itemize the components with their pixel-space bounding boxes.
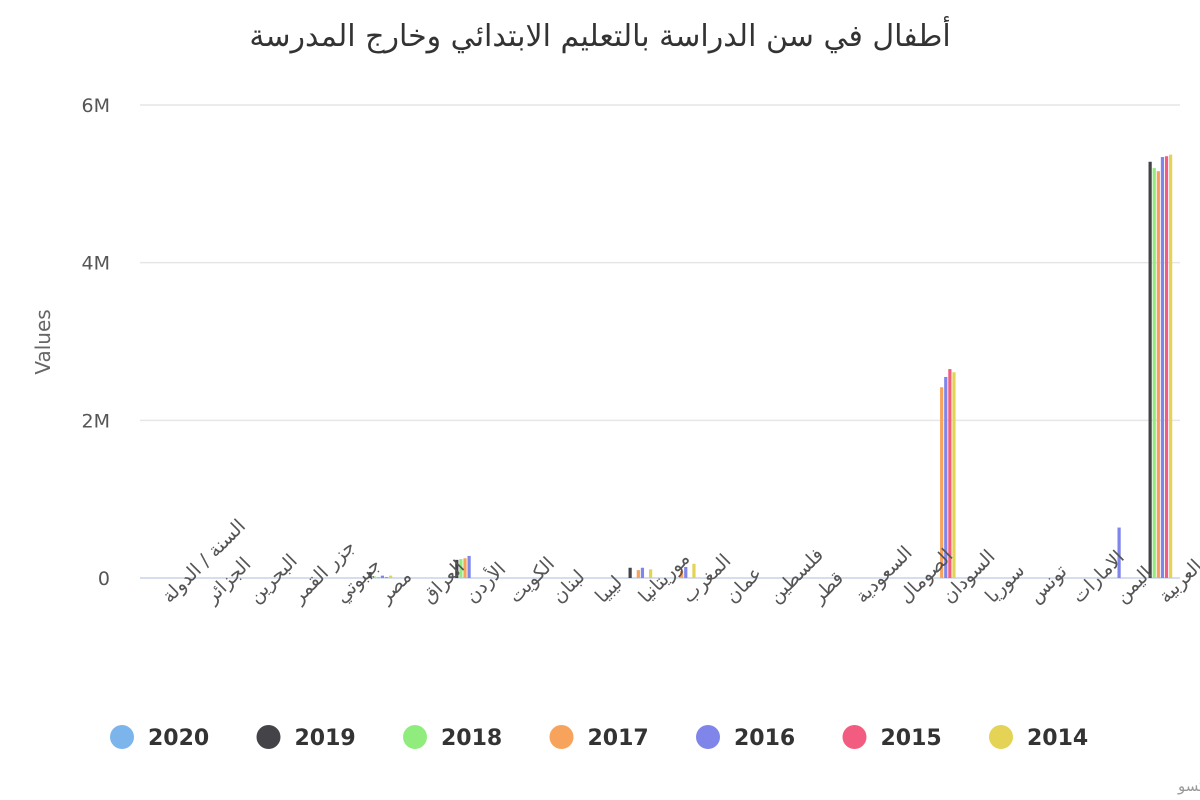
legend-swatch [989,725,1013,749]
bar[interactable] [1117,527,1121,578]
bar[interactable] [389,575,393,578]
bar[interactable] [628,567,632,578]
bar[interactable] [372,576,376,578]
legend-item[interactable]: 2020 [110,725,209,751]
bar[interactable] [948,369,952,578]
y-axis-label: Values [31,309,55,374]
x-tick-label: تونس [1024,560,1071,607]
bar[interactable] [1148,161,1152,578]
y-tick-label: 6M [82,95,110,117]
legend-label: 2017 [588,726,649,751]
bars [368,154,1173,579]
legend-item[interactable]: 2015 [842,725,942,751]
bar[interactable] [692,563,696,578]
bar[interactable] [940,387,944,578]
bar[interactable] [680,570,684,578]
legend-swatch [696,725,720,749]
x-tick-label: الكويت [504,553,559,608]
legend-label: 2016 [734,726,795,751]
y-tick-label: 4M [82,253,110,275]
bar[interactable] [636,570,640,578]
legend-item[interactable]: 2019 [256,725,356,751]
x-tick-label: ليبيا [591,572,627,608]
bar[interactable] [463,558,467,578]
legend-label: 2014 [1027,726,1088,751]
bar[interactable] [384,577,389,578]
legend-swatch [110,725,134,749]
bar[interactable] [684,566,688,578]
legend-label: 2015 [881,726,942,751]
grid-lines [140,104,1180,579]
y-tick-label: 2M [82,410,110,432]
bar[interactable] [376,577,380,578]
bar[interactable] [1152,168,1156,579]
x-tick-label: البحرين [244,550,301,607]
legend-swatch [842,725,867,749]
legend-item[interactable]: 2014 [989,725,1088,751]
bar[interactable] [1169,154,1173,579]
legend-item[interactable]: 2016 [696,725,795,751]
y-tick-label: 0 [98,568,110,590]
bar[interactable] [380,575,385,578]
bar[interactable] [1164,156,1169,578]
legend-item[interactable]: 2018 [403,725,502,751]
bar[interactable] [1160,157,1165,578]
legend-item[interactable]: 2017 [549,725,649,751]
legend-label: 2019 [295,726,356,751]
legend: 2020 2019 2018 2017 2016 2015 2014 [110,725,1088,751]
bar[interactable] [467,555,471,578]
bar[interactable] [952,372,956,578]
bar[interactable] [640,567,645,578]
bar[interactable] [455,559,459,578]
chart-credit[interactable]: مرصد الألكسو [1177,776,1200,795]
bar[interactable] [649,569,653,578]
legend-label: 2020 [148,726,209,751]
bar[interactable] [944,376,948,578]
y-axis-ticks: 0 2M 4M 6M [82,95,110,590]
legend-swatch [549,725,574,749]
bar[interactable] [368,572,372,578]
chart-title: أطفال في سن الدراسة بالتعليم الابتدائي و… [249,15,950,54]
legend-label: 2018 [441,726,502,751]
legend-swatch [403,725,427,749]
bar[interactable] [459,559,463,578]
bar[interactable] [1156,171,1160,578]
legend-swatch [256,725,281,749]
